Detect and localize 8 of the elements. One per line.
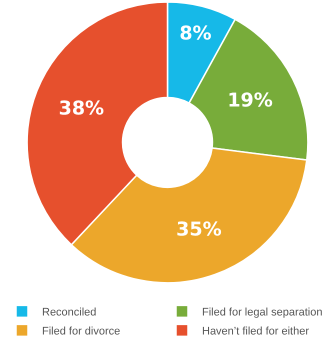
- legend-label: Reconciled: [42, 306, 96, 319]
- data-label: 8%: [179, 22, 212, 44]
- data-label: 38%: [58, 97, 104, 120]
- data-label: 35%: [176, 218, 222, 241]
- legend-label: Haven’t filed for either: [202, 326, 310, 338]
- legend-label: Filed for legal separation: [202, 306, 322, 319]
- data-label: 19%: [227, 89, 273, 112]
- legend-label: Filed for divorce: [42, 326, 120, 338]
